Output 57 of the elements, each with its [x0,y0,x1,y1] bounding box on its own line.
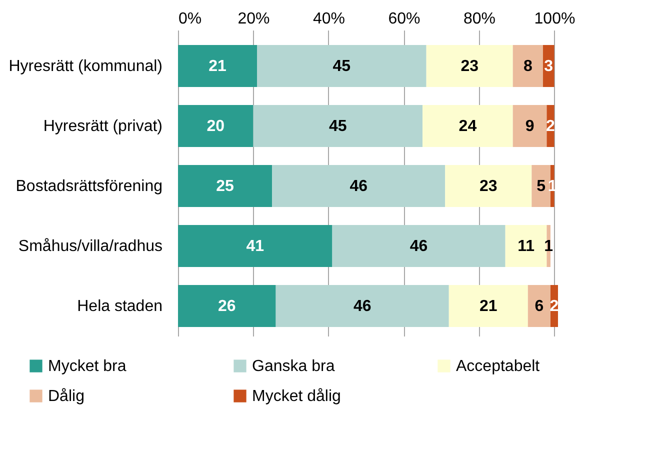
data-label: 23 [460,58,479,75]
bar [178,165,272,207]
legend-label: Mycket bra [48,358,126,375]
data-label: 23 [480,178,498,195]
y-tick-label: Bostadsrättsförening [16,178,162,195]
data-label: 46 [353,298,372,315]
bar [332,225,506,267]
data-label: 9 [525,118,534,135]
data-label: 46 [350,178,368,195]
x-tick-label: 40% [312,10,346,28]
legend-label: Dålig [48,388,84,405]
bar [272,165,446,207]
data-label: 6 [534,298,544,315]
legend-label: Mycket dålig [252,388,341,405]
data-label: 45 [329,118,347,135]
data-label: 21 [480,298,498,315]
y-tick-label: Hyresrätt (privat) [43,118,162,135]
bar [512,45,543,87]
bar [178,225,332,267]
bar [276,285,449,327]
data-label: 2 [546,118,556,135]
data-label: 20 [206,118,225,135]
data-label: 3 [544,58,554,75]
data-label: 41 [246,238,264,255]
data-label: 1 [544,238,554,255]
bar [253,105,423,147]
x-tick-label: 20% [238,10,270,28]
data-label: 21 [208,58,227,75]
data-label: 8 [523,58,532,75]
bar [505,225,547,267]
data-label: 26 [218,298,236,315]
bar [528,285,550,327]
legend-label: Ganska bra [252,358,335,375]
data-label: 11 [518,238,535,255]
x-tick-label: 80% [463,10,496,28]
data-label: 45 [332,58,351,75]
x-tick-label: 60% [388,10,420,28]
data-label: 24 [458,118,477,135]
data-label: 5 [536,178,546,195]
bar [178,285,276,327]
bar [426,45,513,87]
y-tick-label: Småhus/villa/radhus [18,238,162,255]
bar [448,285,528,327]
bar [178,45,258,87]
data-label: 25 [216,178,234,195]
y-tick-label: Hyresrätt (kommunal) [8,58,162,75]
x-tick-label: 0% [178,10,202,28]
bar [422,105,513,147]
data-label: 46 [410,238,428,255]
bar [178,105,254,147]
bar [257,45,426,87]
bar [512,105,547,147]
bar [445,165,532,207]
y-tick-label: Hela staden [77,298,162,315]
bar [532,165,550,207]
x-tick-label: 100% [534,10,576,28]
legend-label: Acceptabelt [456,358,540,375]
